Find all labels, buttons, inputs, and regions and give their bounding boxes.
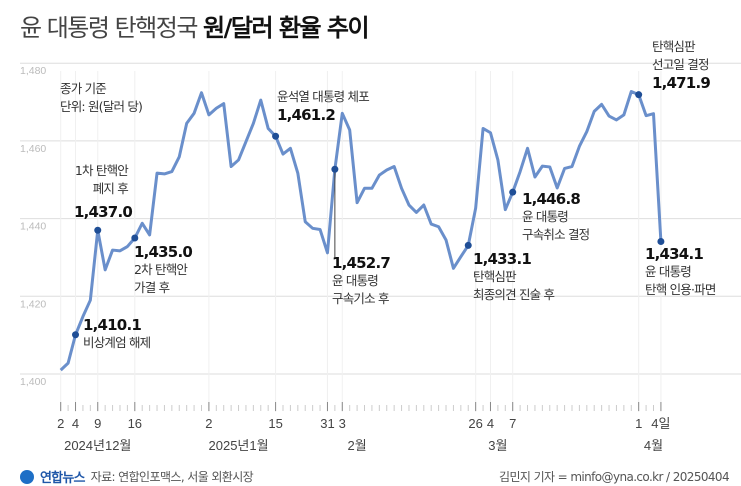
title-light: 윤 대통령 탄핵정국	[20, 14, 198, 42]
yonhap-logo-icon	[20, 469, 34, 484]
annotation-1437: 1차 탄핵안 폐지 후	[60, 162, 129, 198]
annotation-value: 1,437.0	[74, 203, 133, 221]
annotation-1452: 1,452.7 윤 대통령 구속기소 후	[332, 254, 391, 308]
footer-left: 연합뉴스 자료: 연합인포맥스, 서울 외환시장	[20, 467, 254, 486]
x-tick-label: 1	[635, 416, 642, 431]
annotation-dot	[657, 238, 665, 246]
annotation-value: 1,452.7	[332, 254, 391, 272]
annotation-value: 1,446.8	[522, 190, 581, 208]
x-tick-label: 31	[320, 416, 334, 431]
chart-title: 윤 대통령 탄핵정국 원/달러 환율 추이	[20, 8, 370, 43]
x-tick-label: 15	[268, 416, 282, 431]
annotation-text: 선고일 결정	[652, 57, 709, 72]
annotation-text: 1차 탄핵안	[74, 163, 129, 178]
x-tick-label: 7	[509, 416, 516, 431]
annotation-value: 1,471.9	[652, 74, 711, 92]
annotation-text: 2차 탄핵안	[134, 262, 188, 277]
x-tick-label: 2	[205, 416, 212, 431]
annotation-1410: 1,410.1 비상계엄 해제	[83, 316, 151, 352]
month-label: 3월	[488, 438, 507, 453]
source-text: 자료: 연합인포맥스, 서울 외환시장	[90, 470, 254, 484]
annotation-text: 최종의견 진술 후	[473, 287, 555, 302]
x-tick-label: 4	[487, 416, 494, 431]
annotation-1434: 1,434.1 윤 대통령 탄핵 인용·파면	[645, 245, 716, 299]
x-tick-label: 2	[57, 416, 64, 431]
annotation-text: 윤 대통령	[645, 264, 692, 279]
annotation-1433: 1,433.1 탄핵심판 최종의견 진술 후	[473, 250, 555, 304]
x-tick-label: 3	[339, 416, 346, 431]
annotation-text: 가결 후	[134, 280, 170, 295]
annotation-text: 구속기소 후	[332, 291, 389, 306]
exchange-rate-line	[59, 90, 663, 372]
month-label: 2024년12월	[64, 438, 131, 453]
x-tick-label: 16	[128, 416, 142, 431]
annotation-dot	[131, 234, 139, 242]
x-tick-label: 26	[468, 416, 482, 431]
annotation-1461: 윤석열 대통령 체포 1,461.2	[277, 88, 370, 124]
annotation-value: 1,410.1	[83, 316, 142, 334]
annotation-text: 윤석열 대통령 체포	[277, 89, 370, 104]
logo-text: 연합뉴스	[40, 471, 85, 486]
title-bold: 원/달러 환율 추이	[203, 14, 370, 42]
annotation-text: 탄핵 인용·파면	[645, 282, 716, 297]
x-tick-label: 9	[94, 416, 101, 431]
annotation-dot	[509, 188, 517, 196]
y-tick-label: 1,460	[20, 143, 46, 155]
x-tick-label: 4일	[651, 416, 670, 431]
chart-note: 종가 기준 단위: 원(달러 당)	[60, 80, 143, 116]
annotation-text: 탄핵심판	[652, 39, 696, 54]
note-basis: 종가 기준	[60, 81, 107, 96]
annotation-dot	[635, 91, 643, 99]
month-label: 2월	[347, 438, 366, 453]
annotation-dot	[94, 226, 102, 234]
y-tick-label: 1,400	[20, 376, 46, 388]
annotation-dot	[464, 241, 472, 249]
annotation-text: 비상계엄 해제	[83, 335, 151, 350]
x-tick-label: 4	[72, 416, 79, 431]
annotation-value: 1,461.2	[277, 106, 336, 124]
annotation-value: 1,435.0	[134, 243, 193, 261]
annotation-value: 1,433.1	[473, 250, 532, 268]
note-unit: 단위: 원(달러 당)	[60, 99, 143, 114]
y-tick-label: 1,480	[20, 65, 46, 77]
credit-text: 김민지 기자 = minfo@yna.co.kr / 20250404	[499, 470, 730, 484]
annotation-1471: 탄핵심판 선고일 결정 1,471.9	[652, 38, 711, 92]
month-label: 4월	[644, 438, 663, 453]
annotation-text: 탄핵심판	[473, 269, 517, 284]
month-label: 2025년1월	[209, 438, 269, 453]
annotation-text: 윤 대통령	[332, 273, 379, 288]
annotation-value: 1,434.1	[645, 245, 704, 263]
annotation-dot	[331, 165, 339, 173]
annotation-1435: 1,435.0 2차 탄핵안 가결 후	[134, 243, 193, 297]
annotation-text: 폐지 후	[92, 181, 129, 196]
y-tick-label: 1,420	[20, 298, 46, 310]
annotation-1446: 1,446.8 윤 대통령 구속취소 결정	[522, 190, 590, 244]
annotation-text: 구속취소 결정	[522, 227, 590, 242]
annotation-text: 윤 대통령	[522, 209, 569, 224]
y-tick-label: 1,440	[20, 221, 46, 233]
annotation-dot	[72, 331, 80, 339]
annotation-dot	[272, 132, 280, 140]
